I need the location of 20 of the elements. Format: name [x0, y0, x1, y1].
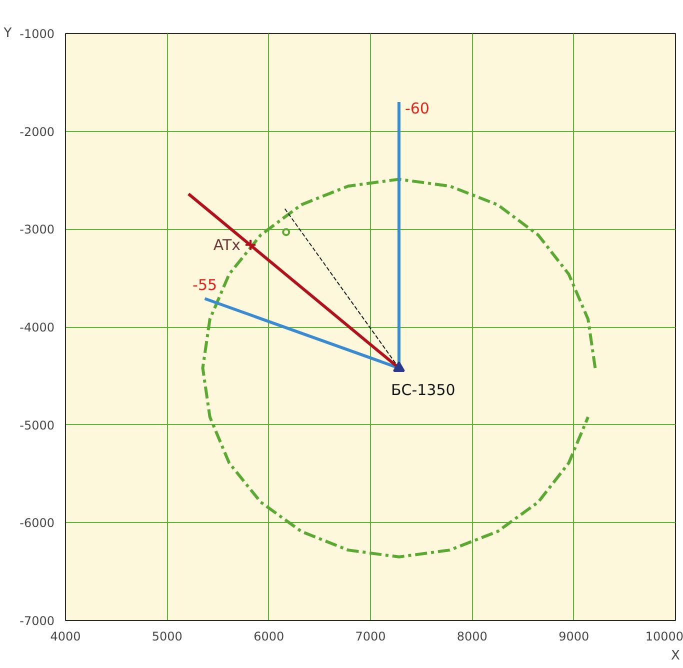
y-tick-label: -5000: [20, 418, 55, 432]
y-tick-label: -1000: [20, 27, 55, 41]
series-label: -60: [404, 99, 430, 118]
y-tick-label: -2000: [20, 124, 55, 139]
y-tick-label: -6000: [20, 516, 55, 530]
series-label: ATx: [213, 236, 241, 254]
x-tick-label: 9000: [558, 630, 590, 644]
x-tick-label: 4000: [50, 630, 81, 644]
x-tick-label: 10000: [645, 630, 683, 644]
x-tick-label: 8000: [456, 630, 488, 644]
y-tick-label: -4000: [20, 320, 55, 334]
y-tick-label: -3000: [20, 222, 55, 237]
x-tick-label: 5000: [152, 630, 182, 644]
x-axis-title: X: [671, 648, 680, 664]
x-tick-label: 7000: [355, 630, 386, 644]
y-axis-title: Y: [2, 26, 12, 41]
x-tick-label: 6000: [254, 630, 284, 644]
series-label: -55: [192, 276, 218, 294]
series-label: БС-1350: [390, 381, 456, 400]
y-tick-label: -7000: [20, 614, 55, 628]
